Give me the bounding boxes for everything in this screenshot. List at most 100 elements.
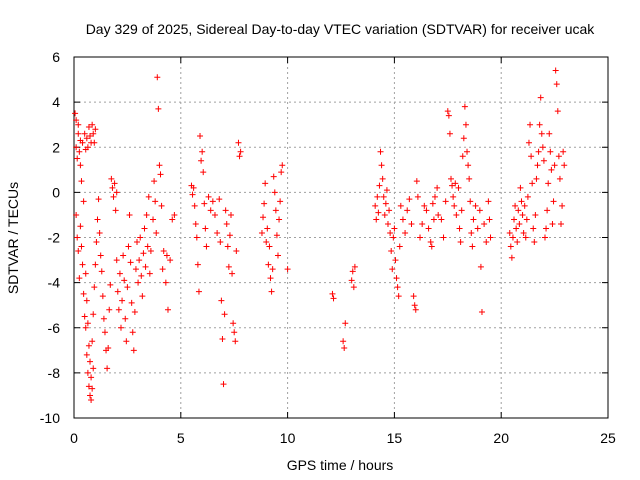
data-point bbox=[428, 243, 435, 250]
data-point bbox=[269, 266, 276, 273]
data-point bbox=[220, 381, 227, 388]
data-point bbox=[155, 105, 162, 112]
data-point bbox=[224, 243, 231, 250]
data-point bbox=[92, 261, 99, 268]
data-point bbox=[82, 324, 89, 331]
data-point bbox=[72, 110, 79, 117]
data-point bbox=[98, 268, 105, 275]
data-point bbox=[76, 275, 83, 282]
data-point bbox=[139, 293, 146, 300]
data-point bbox=[429, 200, 436, 207]
data-point bbox=[200, 169, 207, 176]
data-point bbox=[272, 207, 279, 214]
data-point bbox=[531, 239, 538, 246]
data-point bbox=[152, 198, 159, 205]
data-point bbox=[379, 175, 386, 182]
data-point bbox=[523, 216, 530, 223]
data-point bbox=[202, 225, 209, 232]
data-point bbox=[90, 311, 97, 318]
data-point bbox=[203, 243, 210, 250]
data-point bbox=[374, 193, 381, 200]
data-point bbox=[74, 234, 81, 241]
data-point bbox=[457, 239, 464, 246]
data-point bbox=[145, 193, 152, 200]
data-point bbox=[561, 162, 568, 169]
data-point bbox=[263, 239, 270, 246]
data-point bbox=[84, 320, 91, 327]
data-point bbox=[455, 184, 462, 191]
data-point bbox=[106, 306, 113, 313]
data-point bbox=[276, 216, 283, 223]
data-point bbox=[115, 306, 122, 313]
data-point bbox=[143, 211, 150, 218]
data-point bbox=[560, 148, 567, 155]
y-tick-label: 0 bbox=[52, 184, 60, 200]
data-point bbox=[423, 207, 430, 214]
data-point bbox=[540, 157, 547, 164]
data-point bbox=[513, 225, 520, 232]
data-point bbox=[167, 257, 174, 264]
data-point bbox=[230, 320, 237, 327]
data-point bbox=[508, 254, 515, 261]
data-point bbox=[544, 207, 551, 214]
data-point bbox=[89, 338, 96, 345]
data-point bbox=[284, 266, 291, 273]
data-point bbox=[100, 315, 107, 322]
data-point bbox=[427, 239, 434, 246]
data-point bbox=[511, 216, 518, 223]
data-point bbox=[460, 135, 467, 142]
data-point bbox=[89, 385, 96, 392]
data-point bbox=[486, 216, 493, 223]
data-point bbox=[461, 103, 468, 110]
data-point bbox=[222, 207, 229, 214]
data-point bbox=[538, 130, 545, 137]
data-point bbox=[483, 239, 490, 246]
y-tick-label: -2 bbox=[48, 230, 61, 246]
data-point bbox=[521, 202, 528, 209]
x-tick-label: 20 bbox=[493, 430, 509, 446]
data-point bbox=[138, 272, 145, 279]
data-point bbox=[506, 229, 513, 236]
data-point bbox=[342, 320, 349, 327]
y-tick-label: 4 bbox=[52, 94, 60, 110]
data-point bbox=[528, 153, 535, 160]
data-point bbox=[90, 130, 97, 137]
data-point bbox=[135, 279, 142, 286]
data-point bbox=[530, 225, 537, 232]
data-point bbox=[329, 290, 336, 297]
y-tick-label: -4 bbox=[48, 275, 61, 291]
data-point bbox=[394, 284, 401, 291]
data-point bbox=[107, 281, 114, 288]
data-point bbox=[376, 182, 383, 189]
data-point bbox=[235, 139, 242, 146]
data-point bbox=[132, 266, 139, 273]
data-point bbox=[227, 211, 234, 218]
data-point bbox=[74, 155, 81, 162]
data-point bbox=[402, 229, 409, 236]
data-point bbox=[390, 234, 397, 241]
data-point bbox=[78, 178, 85, 185]
data-point bbox=[380, 193, 387, 200]
data-point bbox=[440, 234, 447, 241]
data-point bbox=[543, 225, 550, 232]
data-point bbox=[129, 329, 136, 336]
data-point bbox=[82, 270, 89, 277]
data-point bbox=[341, 345, 348, 352]
y-tick-label: 6 bbox=[52, 49, 60, 65]
data-point bbox=[278, 169, 285, 176]
data-point bbox=[548, 166, 555, 173]
chart-title: Day 329 of 2025, Sidereal Day-to-day VTE… bbox=[86, 21, 596, 37]
data-point bbox=[92, 126, 99, 133]
data-point bbox=[140, 250, 147, 257]
data-point bbox=[421, 202, 428, 209]
data-point bbox=[83, 351, 90, 358]
data-point bbox=[533, 175, 540, 182]
data-point bbox=[279, 162, 286, 169]
data-point bbox=[372, 202, 379, 209]
data-point bbox=[550, 198, 557, 205]
data-point bbox=[171, 211, 178, 218]
data-point bbox=[551, 162, 558, 169]
data-point bbox=[237, 148, 244, 155]
data-point bbox=[349, 268, 356, 275]
x-tick-label: 10 bbox=[280, 430, 296, 446]
